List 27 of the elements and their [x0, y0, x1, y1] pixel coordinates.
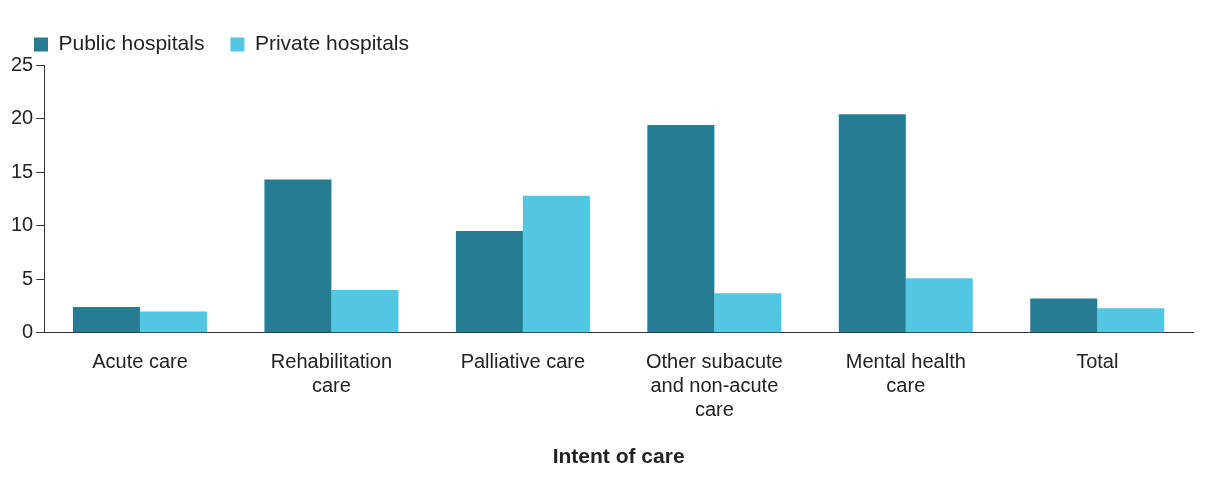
x-tick-label: Other subacute and non-acute care — [645, 350, 783, 421]
x-tick-label: Total — [1076, 350, 1119, 373]
bar — [1030, 298, 1098, 333]
bar — [72, 307, 140, 333]
bar — [331, 289, 399, 333]
x-tick-label: Rehabilitation care — [270, 350, 393, 397]
bar — [139, 311, 207, 333]
legend-label: Public hospitals — [58, 31, 205, 55]
bar — [838, 114, 906, 333]
y-tick-label: 5 — [22, 266, 34, 289]
y-tick-label: 0 — [22, 320, 34, 343]
y-tick-label: 10 — [11, 213, 34, 236]
x-tick-label: Mental health care — [845, 350, 966, 397]
bar — [647, 124, 715, 333]
bar — [455, 231, 523, 333]
y-tick-label: 15 — [11, 159, 34, 182]
bar — [714, 293, 782, 333]
y-tick-label: 25 — [11, 52, 34, 75]
bar — [522, 195, 590, 333]
x-tick-label: Palliative care — [460, 350, 586, 373]
x-tick-label: Acute care — [92, 350, 188, 373]
y-tick-label: 20 — [11, 106, 34, 129]
x-axis-title: Intent of care — [552, 444, 685, 468]
bar — [264, 179, 332, 333]
bar — [1097, 308, 1165, 333]
legend-label: Private hospitals — [254, 31, 409, 55]
bar — [905, 278, 973, 333]
